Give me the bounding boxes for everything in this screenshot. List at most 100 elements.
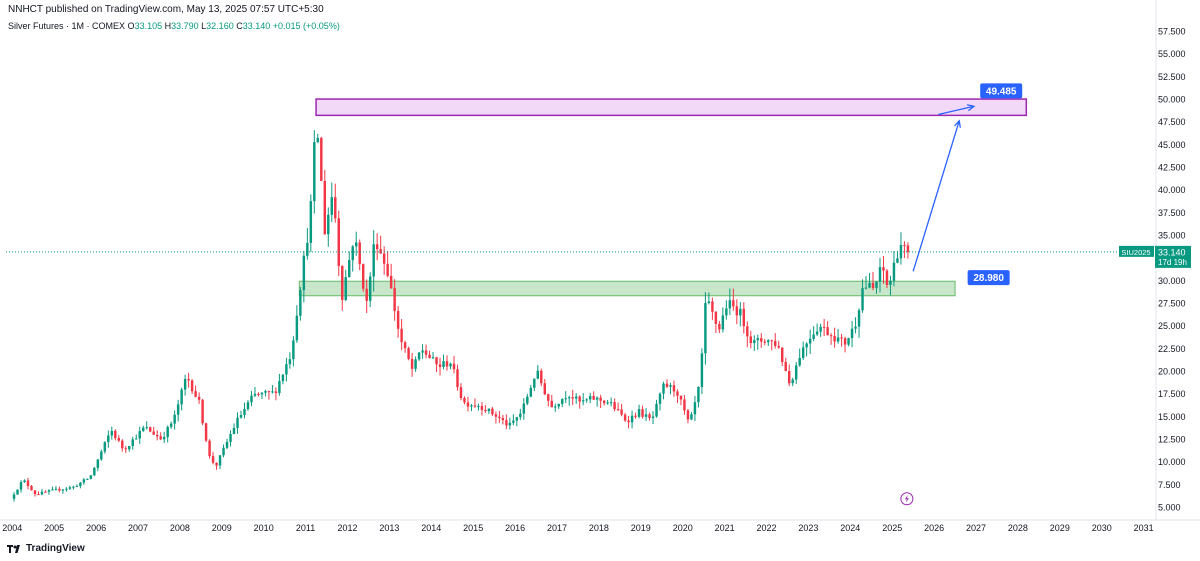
candle-body [79,482,82,487]
candle-body [882,267,885,271]
candle-body [581,400,585,402]
candle-body [382,253,386,264]
candle-body [494,414,498,417]
price-tick-label: 10.000 [1158,457,1186,467]
open-label: O [127,21,135,31]
arrow-head [966,104,976,112]
lightning-icon [904,494,909,503]
candle-body [725,308,728,316]
candle-body [145,427,148,429]
price-tick-label: 27.500 [1158,298,1186,308]
candle-body [637,409,641,417]
time-tick-label: 2017 [547,523,567,533]
candle-body [721,315,725,330]
time-tick-label: 2009 [212,523,232,533]
time-tick-label: 2010 [254,523,274,533]
price-tick-label: 15.000 [1158,412,1186,422]
projection-arrow-line [938,105,975,116]
candle-body [588,396,592,400]
tradingview-logo[interactable]: TradingView [7,543,85,554]
candle-body [459,387,463,398]
candle-body [763,341,766,343]
high-label: H [164,21,172,31]
price-tick-label: 37.500 [1158,208,1186,218]
time-tick-label: 2024 [840,523,860,533]
candle-body [190,380,194,392]
candle-body [68,487,72,489]
candle-body [655,403,658,417]
candle-body [679,395,683,400]
candle-body [623,414,627,421]
candle-body [358,242,361,265]
candle-body [372,244,375,277]
price-tick-label: 25.000 [1158,321,1186,331]
candle-body [30,486,33,491]
time-tick-label: 2021 [715,523,735,533]
time-tick-label: 2015 [463,523,483,533]
projection-arrow-line [912,120,960,272]
candle-body [574,396,578,399]
candle-body [218,455,222,466]
candle-body [473,405,477,407]
candle-body [669,385,672,387]
candle-body [414,359,417,369]
price-tick-label: 12.500 [1158,434,1186,444]
candle-body [40,491,44,495]
time-tick-label: 2008 [170,523,190,533]
candle-body [885,270,889,285]
candle-body [644,414,648,417]
candle-body [456,369,459,388]
candle-body [452,363,456,370]
candle-body [229,434,232,442]
candle-body [477,406,480,408]
candle-body [711,301,714,312]
candle-body [302,255,306,291]
price-axis: 5.000 7.500 10.000 12.500 15.000 17.500 20.000… [1119,0,1191,520]
candle-body [606,402,609,404]
candle-body [288,359,292,365]
candle-body [337,218,340,266]
candle-body [526,396,529,404]
candle-body [777,345,780,348]
candle-body [767,340,770,343]
candle-body [61,489,65,491]
high-value: 33.790 [171,21,199,31]
candle-body [665,383,669,387]
target-label-text: 28.980 [973,273,1004,284]
candle-body [103,442,107,452]
candle-body [774,340,777,346]
price-tick-label: 42.500 [1158,163,1186,173]
candle-body [805,343,808,348]
price-tick-label: 30.000 [1158,276,1186,286]
time-tick-label: 2006 [86,523,106,533]
candle-body [543,383,547,395]
candle-body [602,400,606,404]
time-tick-label: 2011 [296,523,315,533]
candle-body [571,397,574,399]
candle-body [96,459,100,468]
time-tick-label: 2005 [44,523,64,533]
candle-body [225,441,229,448]
change-value: +0.015 (+0.05%) [272,21,340,31]
candle-body [89,475,93,479]
candle-body [180,389,183,405]
time-tick-label: 2018 [589,523,609,533]
candle-body [243,408,246,416]
candle-body [533,378,536,388]
candle-body [627,420,630,423]
time-tick-label: 2004 [2,523,22,533]
candle-body [498,416,501,419]
time-tick-label: 2031 [1134,523,1154,533]
candle-body [54,488,58,490]
candle-body [26,480,30,487]
candle-body [239,415,243,418]
candle-body [826,327,829,336]
candle-body [236,417,239,428]
time-tick-label: 2013 [379,523,399,533]
candle-body [780,347,784,362]
candle-body [428,354,431,359]
candle-body [155,434,159,437]
candle-body [718,323,721,330]
candle-body [204,423,208,441]
